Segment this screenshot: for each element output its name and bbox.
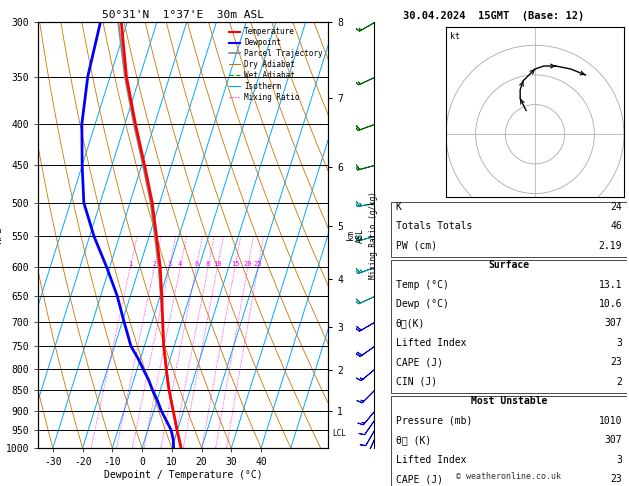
Text: 2: 2 <box>616 377 622 387</box>
Text: 20: 20 <box>243 261 252 267</box>
Text: 23: 23 <box>611 474 622 484</box>
Text: Dewp (°C): Dewp (°C) <box>396 299 448 309</box>
Text: 3: 3 <box>616 338 622 348</box>
Text: CAPE (J): CAPE (J) <box>396 474 443 484</box>
Text: θᴄ (K): θᴄ (K) <box>396 435 431 445</box>
Text: 1010: 1010 <box>599 416 622 426</box>
Text: 30.04.2024  15GMT  (Base: 12): 30.04.2024 15GMT (Base: 12) <box>403 11 584 21</box>
Text: 4: 4 <box>178 261 182 267</box>
Text: 10: 10 <box>213 261 221 267</box>
Y-axis label: hPa: hPa <box>0 226 3 244</box>
Bar <box>391 260 627 393</box>
Title: 50°31'N  1°37'E  30m ASL: 50°31'N 1°37'E 30m ASL <box>102 10 264 20</box>
Text: Surface: Surface <box>489 260 530 270</box>
Text: Pressure (mb): Pressure (mb) <box>396 416 472 426</box>
Bar <box>391 202 627 257</box>
Text: Mixing Ratio (g/kg): Mixing Ratio (g/kg) <box>369 191 378 279</box>
Bar <box>391 396 627 486</box>
Text: 25: 25 <box>253 261 262 267</box>
Text: Temp (°C): Temp (°C) <box>396 279 448 290</box>
Text: © weatheronline.co.uk: © weatheronline.co.uk <box>457 472 562 481</box>
Text: 46: 46 <box>611 221 622 231</box>
Text: Totals Totals: Totals Totals <box>396 221 472 231</box>
Text: θᴄ(K): θᴄ(K) <box>396 318 425 329</box>
Text: CAPE (J): CAPE (J) <box>396 357 443 367</box>
Text: 2: 2 <box>152 261 157 267</box>
Text: Lifted Index: Lifted Index <box>396 454 466 465</box>
Text: 3: 3 <box>167 261 172 267</box>
Text: 24: 24 <box>611 202 622 212</box>
Text: 6: 6 <box>194 261 198 267</box>
Text: 307: 307 <box>604 318 622 329</box>
Text: 15: 15 <box>231 261 239 267</box>
Text: kt: kt <box>450 32 460 41</box>
Text: K: K <box>396 202 401 212</box>
Text: 3: 3 <box>616 454 622 465</box>
Text: 8: 8 <box>206 261 210 267</box>
Text: 307: 307 <box>604 435 622 445</box>
Text: 2.19: 2.19 <box>599 241 622 251</box>
Text: PW (cm): PW (cm) <box>396 241 437 251</box>
Text: 10.6: 10.6 <box>599 299 622 309</box>
X-axis label: Dewpoint / Temperature (°C): Dewpoint / Temperature (°C) <box>104 470 262 480</box>
Text: LCL: LCL <box>332 429 346 438</box>
Text: 23: 23 <box>611 357 622 367</box>
Text: Most Unstable: Most Unstable <box>471 396 547 406</box>
Text: CIN (J): CIN (J) <box>396 377 437 387</box>
Y-axis label: km
ASL: km ASL <box>346 227 365 243</box>
Text: 13.1: 13.1 <box>599 279 622 290</box>
Legend: Temperature, Dewpoint, Parcel Trajectory, Dry Adiabat, Wet Adiabat, Isotherm, Mi: Temperature, Dewpoint, Parcel Trajectory… <box>227 26 324 104</box>
Text: 1: 1 <box>128 261 133 267</box>
Text: Lifted Index: Lifted Index <box>396 338 466 348</box>
